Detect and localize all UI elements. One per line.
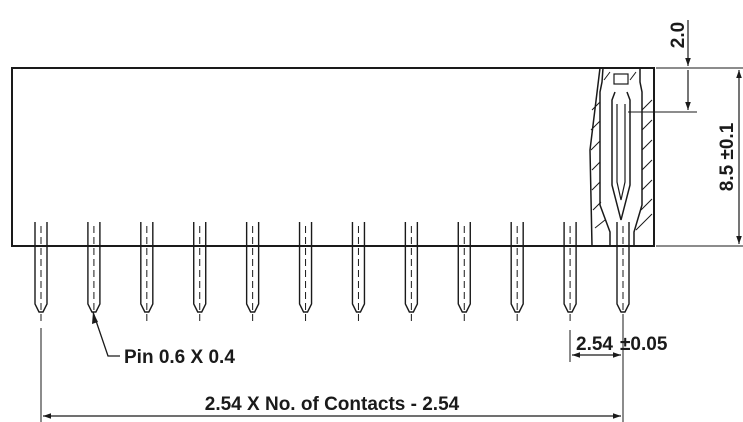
pin-label-callout	[92, 311, 120, 357]
pitch-label: 2.54	[576, 334, 613, 355]
contact-section	[589, 67, 653, 247]
pin	[351, 222, 366, 322]
top-offset-dimension	[628, 20, 697, 113]
housing-body	[11, 67, 655, 247]
height-dimension	[656, 67, 743, 247]
pitch-tolerance-label: ±0.05	[620, 334, 668, 355]
pin	[87, 222, 101, 322]
pin-label: Pin 0.6 X 0.4	[124, 347, 235, 368]
pin	[245, 222, 260, 322]
total-length-dimension	[40, 318, 624, 422]
pin	[404, 222, 419, 322]
height-label: 8.5 ±0.1	[717, 122, 738, 191]
pin	[298, 222, 313, 322]
pin	[140, 222, 154, 322]
pin	[563, 222, 577, 322]
pin	[457, 222, 471, 322]
total-length-label: 2.54 X No. of Contacts - 2.54	[205, 394, 460, 415]
pin	[193, 222, 207, 322]
pin	[510, 222, 524, 322]
pin	[616, 222, 630, 322]
pitch-dimension	[569, 330, 621, 362]
pins	[34, 222, 630, 322]
top-offset-label: 2.0	[668, 22, 689, 48]
pin	[34, 222, 48, 322]
